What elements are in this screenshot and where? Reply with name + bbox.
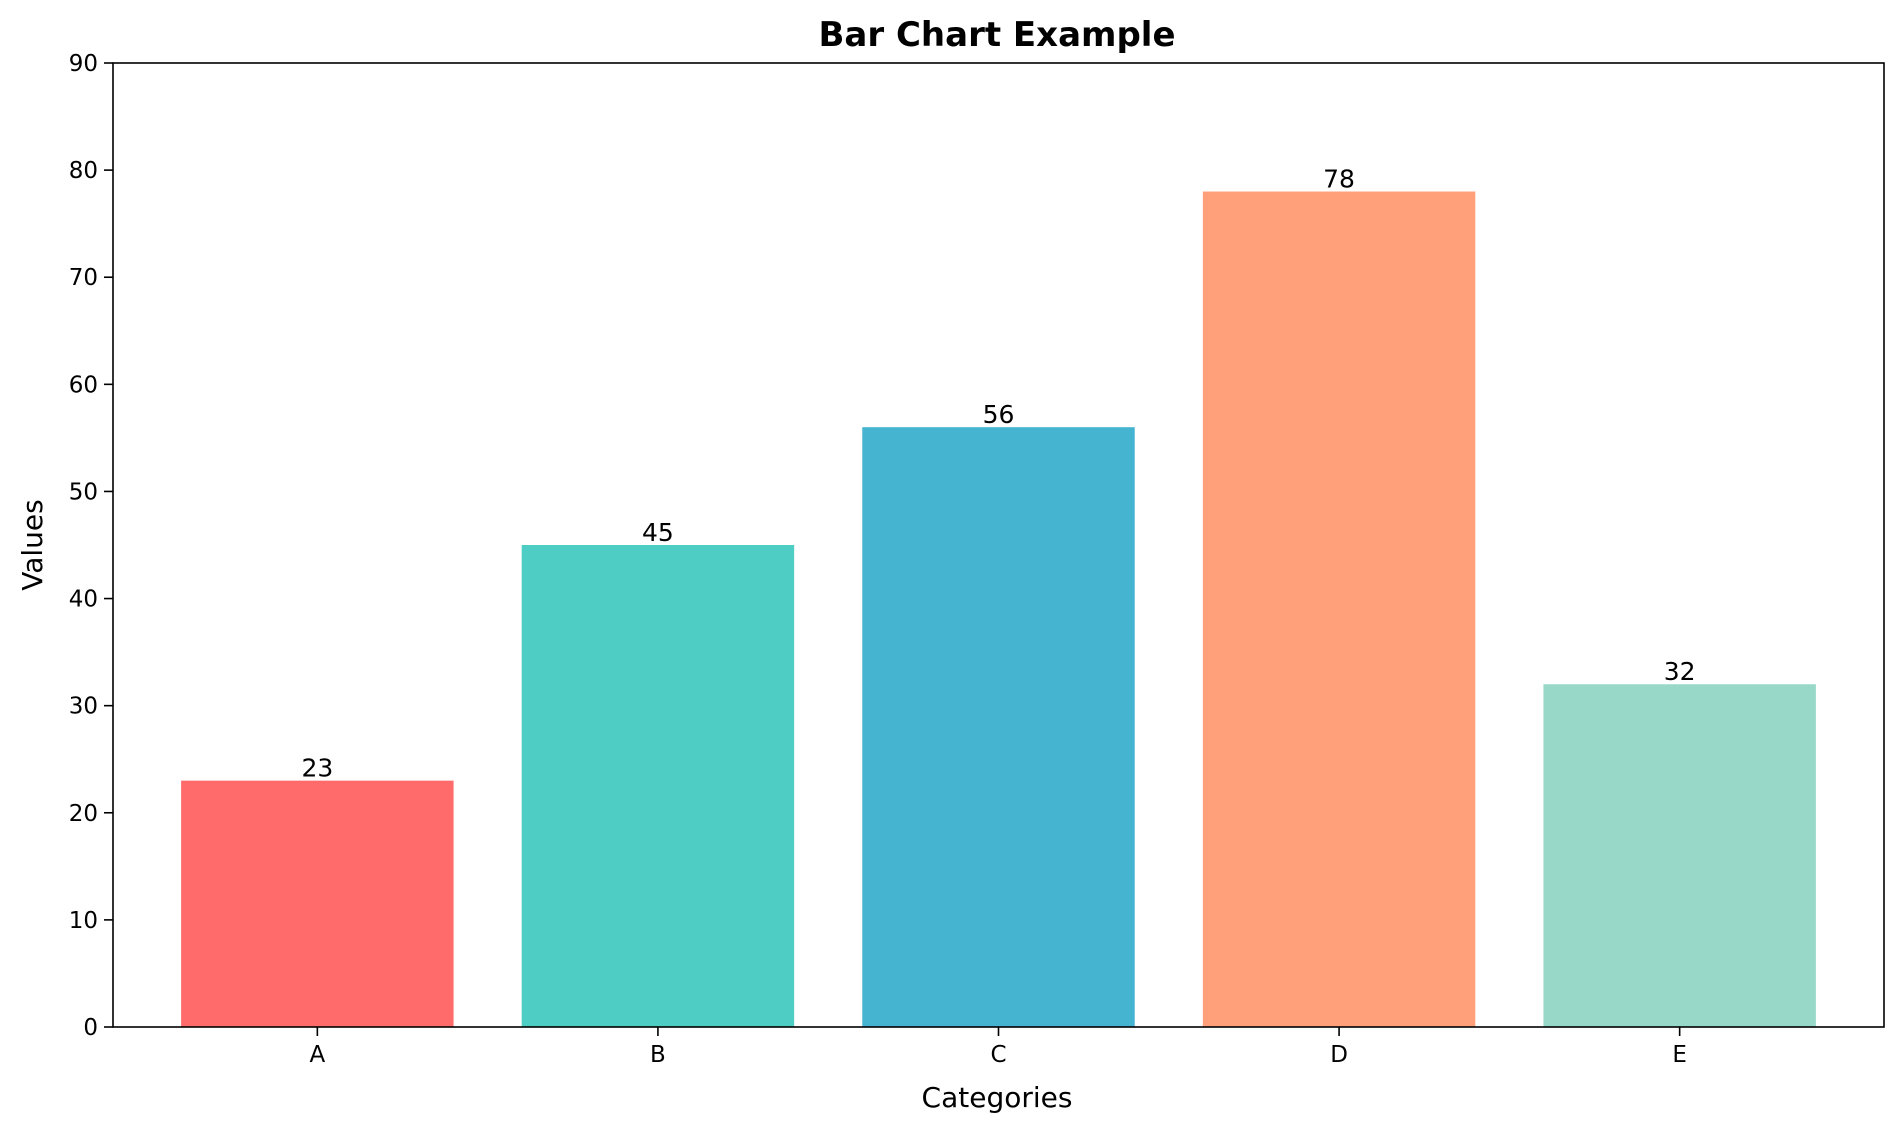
chart-title: Bar Chart Example bbox=[819, 15, 1176, 55]
x-tick-label-c: C bbox=[990, 1042, 1006, 1068]
x-tick-label-e: E bbox=[1672, 1042, 1687, 1068]
bar-b bbox=[521, 545, 795, 1027]
x-tick-label-b: B bbox=[650, 1042, 666, 1068]
plot-frame bbox=[112, 62, 1885, 1028]
y-tick-label: 90 bbox=[69, 51, 98, 77]
x-axis-label: Categories bbox=[922, 1081, 1073, 1114]
data-label-c: 56 bbox=[983, 400, 1015, 429]
y-tick-label: 70 bbox=[69, 265, 98, 291]
bar-a bbox=[181, 780, 454, 1027]
y-axis-label: Values bbox=[16, 499, 49, 590]
y-tick-label: 60 bbox=[69, 372, 98, 398]
data-label-b: 45 bbox=[642, 518, 674, 547]
bar-e bbox=[1543, 684, 1816, 1027]
x-tick-label-d: D bbox=[1330, 1042, 1348, 1068]
x-tick-label-a: A bbox=[309, 1042, 325, 1068]
y-tick-label: 80 bbox=[69, 158, 98, 184]
bars-layer bbox=[181, 191, 1816, 1028]
bar-d bbox=[1202, 191, 1476, 1028]
data-labels-layer: 23 45 56 78 32 bbox=[301, 165, 1695, 783]
y-tick-label: 40 bbox=[69, 587, 98, 613]
data-label-d: 78 bbox=[1323, 165, 1355, 194]
data-label-e: 32 bbox=[1664, 657, 1696, 686]
y-tick-label: 10 bbox=[69, 908, 98, 934]
y-tick-label: 0 bbox=[83, 1015, 98, 1041]
bar-c bbox=[862, 427, 1135, 1028]
x-axis-ticks: A B C D E bbox=[309, 1027, 1687, 1068]
y-tick-label: 30 bbox=[69, 694, 98, 720]
y-axis-ticks: 0 10 20 30 40 50 60 70 80 90 bbox=[69, 51, 113, 1041]
y-tick-label: 20 bbox=[69, 801, 98, 827]
y-tick-label: 50 bbox=[69, 479, 98, 505]
data-label-a: 23 bbox=[301, 754, 333, 783]
